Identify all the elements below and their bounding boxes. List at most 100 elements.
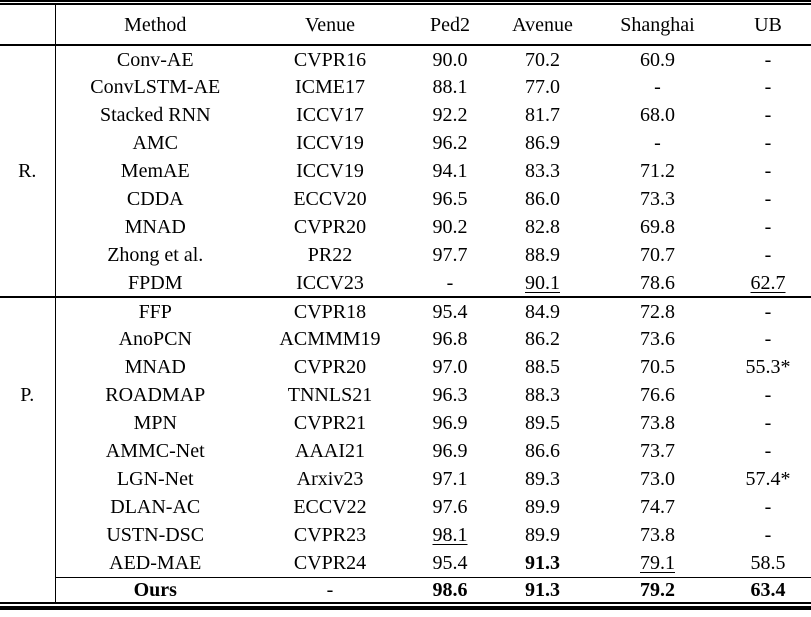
- cell-value: -: [764, 244, 772, 266]
- venue-cell: TNNLS21: [255, 381, 405, 409]
- table-row: Stacked RNN ICCV17 92.2 81.7 68.0 -: [0, 101, 811, 129]
- shanghai-cell: -: [590, 129, 725, 157]
- shanghai-cell: 76.6: [590, 381, 725, 409]
- cell-value: CVPR23: [293, 524, 367, 546]
- method-cell: AMC: [55, 129, 255, 157]
- venue-cell: CVPR18: [255, 297, 405, 325]
- shanghai-cell: 70.7: [590, 241, 725, 269]
- group-label-cell: [0, 409, 56, 437]
- method-cell: Conv-AE: [55, 45, 255, 73]
- ub-cell: -: [725, 129, 811, 157]
- avenue-cell: 81.7: [495, 101, 590, 129]
- group-label-cell: [0, 493, 56, 521]
- cell-value: MPN: [133, 412, 177, 434]
- cell-value: 73.3: [640, 188, 675, 210]
- cell-value: 90.0: [432, 48, 468, 71]
- group-label-cell: [0, 45, 56, 73]
- venue-cell: AAAI21: [255, 437, 405, 465]
- cell-value: 81.7: [525, 104, 560, 126]
- cell-value: -: [764, 300, 772, 323]
- cell-value: 96.2: [432, 132, 468, 154]
- cell-value: 76.6: [640, 384, 675, 406]
- cell-value: Zhong et al.: [107, 244, 204, 266]
- cell-value: 69.8: [640, 216, 675, 238]
- top-rule-line-1: [0, 0, 811, 2]
- method-cell: USTN-DSC: [55, 521, 255, 549]
- cell-value: AnoPCN: [118, 328, 192, 350]
- ped2-cell: 96.2: [405, 129, 495, 157]
- cell-value: 77.0: [525, 76, 560, 98]
- cell-value: 89.3: [525, 468, 560, 490]
- bottom-rule-line-1: [0, 602, 811, 604]
- table-row: CDDA ECCV20 96.5 86.0 73.3 -: [0, 185, 811, 213]
- ub-cell: 55.3*: [725, 353, 811, 381]
- cell-value: 71.2: [640, 160, 675, 182]
- cell-value: 73.8: [640, 524, 675, 546]
- cell-value: 96.8: [432, 328, 468, 350]
- ped2-cell: 96.3: [405, 381, 495, 409]
- ub-cell: -: [725, 213, 811, 241]
- cell-value: 89.5: [525, 412, 560, 434]
- ped2-cell: 94.1: [405, 157, 495, 185]
- avenue-cell: 70.2: [495, 45, 590, 73]
- method-cell: FPDM: [55, 269, 255, 298]
- venue-cell: CVPR16: [255, 45, 405, 73]
- cell-value: -: [764, 524, 772, 546]
- group-reconstruction-rows: Conv-AE CVPR16 90.0 70.2 60.9 - ConvLSTM-AE ICM…: [0, 45, 811, 298]
- cell-value: ConvLSTM-AE: [90, 76, 221, 98]
- cell-value: FFP: [138, 300, 172, 323]
- cell-value: AAAI21: [295, 440, 365, 462]
- avenue-cell: 77.0: [495, 73, 590, 101]
- cell-value: 72.8: [640, 300, 675, 323]
- table-row: AMMC-Net AAAI21 96.9 86.6 73.7 -: [0, 437, 811, 465]
- cell-value: ICCV19: [296, 132, 364, 154]
- cell-value: 73.6: [640, 328, 675, 350]
- cell-value: 92.2: [432, 104, 468, 126]
- table-row: Conv-AE CVPR16 90.0 70.2 60.9 -: [0, 45, 811, 73]
- cell-value: Arxiv23: [296, 468, 364, 490]
- ped2-cell: 88.1: [405, 73, 495, 101]
- shanghai-cell: 70.5: [590, 353, 725, 381]
- cell-value: CVPR20: [293, 216, 367, 238]
- cell-value: 89.9: [525, 524, 560, 546]
- venue-cell: CVPR21: [255, 409, 405, 437]
- avenue-cell: 86.0: [495, 185, 590, 213]
- table-row: FPDM ICCV23 - 90.1 78.6 62.7: [0, 269, 811, 298]
- venue-cell: CVPR23: [255, 521, 405, 549]
- cell-value: 73.8: [640, 412, 675, 434]
- cell-value: CDDA: [126, 188, 184, 210]
- cell-value: ROADMAP: [105, 384, 206, 406]
- cell-value: 98.6: [432, 578, 468, 601]
- cell-value: ICCV23: [296, 271, 364, 294]
- ub-cell: -: [725, 297, 811, 325]
- ub-cell: -: [725, 437, 811, 465]
- cell-value: AMMC-Net: [105, 440, 205, 462]
- cell-value: 62.7: [750, 271, 786, 294]
- ub-cell: -: [725, 73, 811, 101]
- method-cell: MNAD: [55, 213, 255, 241]
- group-label-cell: [0, 129, 56, 157]
- top-rule-gap: [0, 2, 811, 3]
- cell-value: -: [764, 412, 772, 434]
- ub-cell: -: [725, 241, 811, 269]
- cell-value: -: [764, 216, 772, 238]
- cell-value: ICCV17: [296, 104, 364, 126]
- venue-cell: ICME17: [255, 73, 405, 101]
- group-label-cell: [0, 241, 56, 269]
- cell-value: -: [764, 188, 772, 210]
- group-label-cell: [0, 73, 56, 101]
- ub-cell: 62.7: [725, 269, 811, 298]
- cell-value: 97.6: [432, 496, 468, 518]
- group-label-cell: [0, 465, 56, 493]
- cell-value: 88.1: [432, 76, 468, 98]
- ours-row: Ours - 98.6 91.3 79.2 63.4: [0, 576, 811, 602]
- table-row: P. ROADMAP TNNLS21 96.3 88.3 76.6 -: [0, 381, 811, 409]
- table-row: FFP CVPR18 95.4 84.9 72.8 -: [0, 297, 811, 325]
- cell-value: -: [654, 76, 661, 98]
- table-row: AED-MAE CVPR24 95.4 91.3 79.1 58.5: [0, 549, 811, 577]
- ub-cell: -: [725, 157, 811, 185]
- table-row: MNAD CVPR20 90.2 82.8 69.8 -: [0, 213, 811, 241]
- method-cell: LGN-Net: [55, 465, 255, 493]
- cell-value: 86.2: [525, 328, 560, 350]
- cell-value: 91.3: [525, 578, 560, 601]
